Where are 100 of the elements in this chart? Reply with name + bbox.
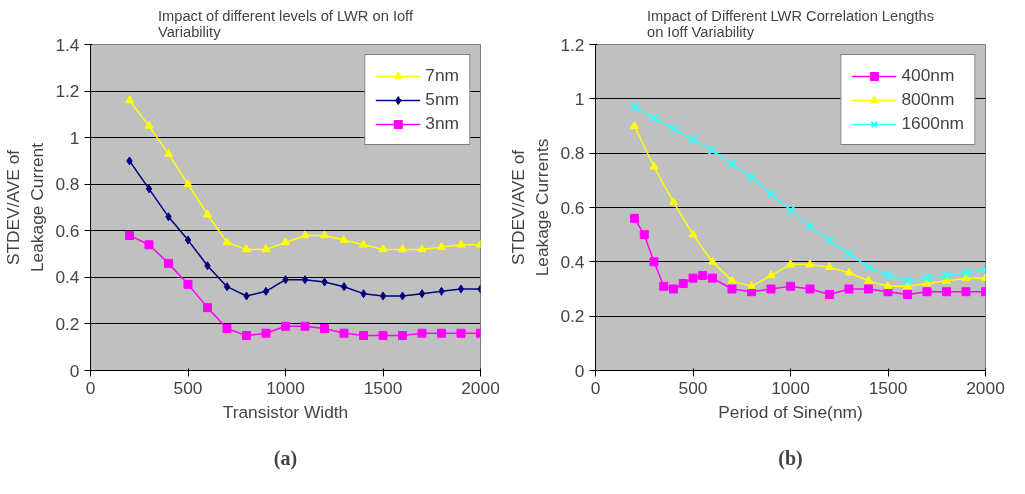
point bbox=[864, 275, 873, 284]
point bbox=[261, 244, 271, 253]
y-tick-label: 0.4 bbox=[55, 267, 80, 288]
point bbox=[961, 273, 971, 281]
point bbox=[883, 270, 893, 281]
point bbox=[242, 331, 251, 341]
point bbox=[942, 287, 951, 297]
point bbox=[203, 209, 212, 218]
point bbox=[902, 275, 913, 286]
point bbox=[261, 328, 271, 338]
point bbox=[922, 287, 932, 297]
point bbox=[339, 328, 349, 338]
y-tick-label: 0.6 bbox=[55, 220, 80, 241]
point bbox=[805, 259, 815, 268]
point bbox=[125, 95, 134, 104]
point bbox=[418, 289, 426, 299]
point bbox=[125, 230, 134, 240]
x-tick-label: 1500 bbox=[868, 377, 908, 398]
point bbox=[457, 284, 465, 294]
point bbox=[903, 289, 912, 299]
point bbox=[629, 102, 640, 112]
point bbox=[630, 213, 639, 223]
point bbox=[223, 282, 231, 292]
point bbox=[164, 148, 173, 157]
y-tick-label: 0.8 bbox=[55, 174, 80, 195]
point bbox=[144, 240, 154, 250]
point bbox=[786, 281, 795, 291]
text: (a) bbox=[273, 446, 298, 470]
point bbox=[339, 234, 349, 243]
point bbox=[922, 273, 932, 284]
y-tick-label: 1 bbox=[574, 88, 585, 109]
y-tick-label: 1.4 bbox=[55, 34, 80, 55]
point bbox=[805, 221, 815, 232]
point bbox=[417, 328, 427, 338]
legend-label: 400nm bbox=[901, 65, 955, 86]
point bbox=[184, 235, 192, 245]
y-tick-label: 0 bbox=[69, 360, 80, 381]
legend-label: 7nm bbox=[425, 65, 459, 86]
point bbox=[668, 123, 679, 134]
point bbox=[300, 230, 310, 239]
point bbox=[659, 281, 669, 291]
point bbox=[805, 284, 815, 294]
point bbox=[688, 273, 698, 283]
y-tick-label: 0.8 bbox=[560, 143, 585, 164]
point bbox=[727, 284, 737, 294]
legend-label: 3nm bbox=[425, 113, 459, 134]
x-tick-label: 0 bbox=[85, 377, 96, 398]
point bbox=[320, 230, 329, 239]
point bbox=[183, 279, 193, 289]
y-tick-label: 1.2 bbox=[55, 81, 80, 102]
point bbox=[903, 281, 912, 290]
point bbox=[864, 284, 873, 294]
point bbox=[825, 262, 834, 271]
y-tick-label: 0.2 bbox=[560, 306, 585, 327]
point bbox=[766, 189, 776, 199]
point bbox=[727, 159, 737, 169]
y-axis-title: STDEV/AVE of Leakage Current bbox=[3, 142, 48, 273]
point bbox=[282, 275, 289, 285]
point bbox=[222, 324, 232, 334]
point bbox=[144, 120, 154, 129]
point bbox=[844, 248, 854, 259]
y-tick-label: 1 bbox=[69, 127, 80, 148]
point bbox=[649, 112, 659, 123]
legend-label: 5nm bbox=[425, 89, 459, 110]
chart-title: Impact of Different LWR Correlation Lengths on Ioff Variability bbox=[646, 7, 935, 40]
point bbox=[678, 279, 688, 289]
point bbox=[785, 205, 796, 216]
point bbox=[669, 284, 678, 294]
point bbox=[786, 259, 795, 268]
point bbox=[126, 156, 133, 166]
x-tick-label: 1000 bbox=[771, 377, 810, 398]
point bbox=[243, 291, 250, 301]
point bbox=[456, 239, 466, 248]
x-tick-label: 2000 bbox=[461, 377, 500, 398]
point bbox=[863, 262, 874, 273]
point bbox=[825, 289, 834, 299]
point bbox=[649, 257, 659, 267]
point bbox=[766, 284, 776, 294]
point bbox=[183, 179, 193, 188]
point bbox=[437, 241, 446, 250]
point bbox=[766, 270, 776, 279]
point bbox=[698, 270, 708, 280]
point bbox=[379, 291, 387, 301]
point bbox=[359, 331, 368, 341]
point bbox=[688, 134, 698, 145]
x-tick-label: 1500 bbox=[363, 377, 403, 398]
point bbox=[961, 287, 971, 297]
point bbox=[399, 291, 406, 301]
legend-label: 800nm bbox=[901, 89, 955, 110]
y-tick-label: 0.2 bbox=[55, 313, 80, 334]
point bbox=[883, 281, 893, 290]
y-tick-label: 1.2 bbox=[560, 34, 585, 55]
legend-label: 1600nm bbox=[901, 113, 964, 134]
point bbox=[398, 244, 407, 253]
point bbox=[360, 289, 367, 299]
x-tick-label: 0 bbox=[590, 377, 601, 398]
point bbox=[688, 229, 698, 238]
y-tick-label: 0 bbox=[574, 360, 585, 381]
point bbox=[164, 258, 173, 268]
point bbox=[630, 120, 639, 129]
